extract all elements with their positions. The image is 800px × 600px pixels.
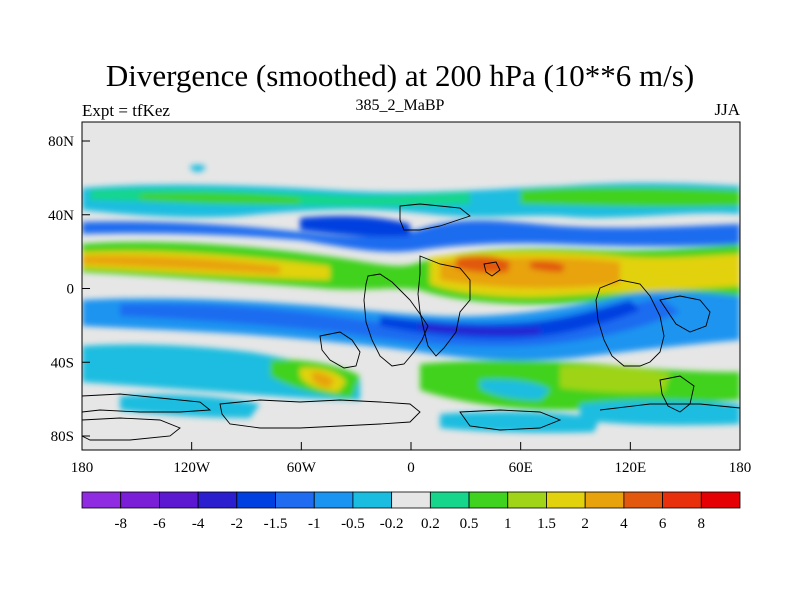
colorbar-swatch <box>81 491 122 509</box>
y-tick-label: 80S <box>51 429 74 445</box>
plot-title: Divergence (smoothed) at 200 hPa (10**6 … <box>105 58 695 93</box>
colorbar-swatch <box>120 491 160 509</box>
contour-region <box>82 344 360 400</box>
colorbar-swatch <box>197 491 238 509</box>
coastlines <box>82 203 740 441</box>
colorbar-swatch <box>159 491 199 509</box>
y-tick-label: 40S <box>51 355 74 371</box>
x-tick-label: 180 <box>71 460 94 476</box>
colorbar-swatch <box>468 491 509 509</box>
colorbar-label: 8 <box>698 516 706 532</box>
colorbar-label: -1 <box>308 516 321 532</box>
colorbar-swatch <box>352 491 393 509</box>
colorbar-label: 4 <box>620 516 628 532</box>
colorbar-swatch <box>623 491 663 509</box>
x-tick-label: 60W <box>287 460 317 476</box>
colorbar-label: 6 <box>659 516 667 532</box>
colorbar-swatch <box>546 491 586 509</box>
colorbar-swatch <box>313 491 354 509</box>
colorbar-swatch <box>700 491 741 509</box>
y-tick-label: 80N <box>48 134 74 150</box>
colorbar-label: 2 <box>581 516 589 532</box>
x-tick-label: 0 <box>407 460 415 476</box>
colorbar: -8 -6 -4 -2 -1.5 -1 -0.5 -0.2 0.2 0.5 1 1.5 2 4 6 8 <box>81 491 741 532</box>
colorbar-label: -0.2 <box>380 516 404 532</box>
contour-region <box>82 220 740 252</box>
colorbar-label: -4 <box>192 516 205 532</box>
colorbar-swatch <box>391 491 431 509</box>
colorbar-swatch <box>275 491 315 509</box>
experiment-label: Expt = tfKez <box>82 101 170 120</box>
contour-field <box>82 164 740 433</box>
y-tick-label: 0 <box>67 282 75 298</box>
x-tick-label: 180 <box>729 460 752 476</box>
x-axis: 180 120W 60W 0 60E 120E 180 <box>71 442 752 476</box>
colorbar-label: -6 <box>153 516 166 532</box>
x-tick-label: 120E <box>614 460 646 476</box>
colorbar-swatch <box>236 491 276 509</box>
run-label: 385_2_MaBP <box>355 97 445 114</box>
colorbar-swatch <box>507 491 547 509</box>
colorbar-swatch <box>429 491 470 509</box>
y-tick-label: 40N <box>48 208 74 224</box>
colorbar-label: -8 <box>114 516 127 532</box>
colorbar-label: 0.5 <box>460 516 479 532</box>
colorbar-label: -1.5 <box>264 516 288 532</box>
colorbar-label: 0.2 <box>421 516 440 532</box>
x-tick-label: 120W <box>173 460 211 476</box>
season-label: JJA <box>714 100 740 119</box>
y-axis: 80N 40N 0 40S 80S <box>48 134 90 445</box>
colorbar-label: 1.5 <box>537 516 556 532</box>
colorbar-label: 1 <box>504 516 512 532</box>
colorbar-label: -0.5 <box>341 516 365 532</box>
colorbar-swatch <box>584 491 625 509</box>
colorbar-label: -2 <box>231 516 244 532</box>
colorbar-swatch <box>662 491 702 509</box>
x-tick-label: 60E <box>509 460 533 476</box>
